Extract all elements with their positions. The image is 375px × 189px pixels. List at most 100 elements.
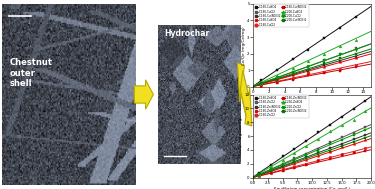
Point	[291, 152, 297, 155]
Point	[327, 158, 333, 161]
Point	[274, 77, 280, 80]
Point	[362, 133, 368, 136]
Point	[351, 152, 357, 155]
Point	[337, 44, 343, 47]
Point	[291, 165, 297, 168]
Point	[351, 150, 357, 153]
Point	[268, 172, 274, 175]
Point	[315, 149, 321, 152]
Point	[256, 174, 262, 177]
Point	[351, 132, 357, 135]
Point	[321, 59, 327, 62]
Point	[321, 59, 327, 62]
Point	[315, 158, 321, 161]
Point	[315, 130, 321, 133]
Point	[315, 154, 321, 157]
Point	[280, 166, 286, 169]
Point	[274, 76, 280, 79]
Point	[274, 68, 280, 71]
Point	[321, 71, 327, 74]
Point	[337, 60, 343, 64]
Point	[291, 158, 297, 161]
Point	[290, 74, 296, 77]
Point	[268, 168, 274, 171]
Y-axis label: Ce/Qe (mg/Ce/mg): Ce/Qe (mg/Ce/mg)	[239, 117, 243, 155]
Point	[337, 67, 343, 70]
Point	[337, 26, 343, 29]
FancyArrow shape	[134, 80, 153, 109]
Point	[256, 174, 262, 177]
Point	[315, 151, 321, 154]
Point	[351, 141, 357, 144]
Point	[256, 172, 262, 175]
Point	[362, 137, 368, 140]
Point	[280, 162, 286, 165]
Point	[290, 78, 296, 81]
Point	[291, 167, 297, 170]
X-axis label: Equilibrium concentration (Ce, mg/L): Equilibrium concentration (Ce, mg/L)	[274, 187, 350, 189]
Point	[268, 165, 274, 168]
Point	[280, 163, 286, 166]
Point	[258, 83, 264, 86]
Point	[258, 82, 264, 85]
Point	[291, 147, 297, 150]
Point	[339, 135, 345, 138]
Point	[268, 170, 274, 173]
Point	[268, 167, 274, 170]
Point	[362, 149, 368, 153]
Point	[268, 169, 274, 172]
Point	[315, 152, 321, 155]
Point	[339, 154, 345, 157]
Point	[258, 81, 264, 84]
Point	[280, 154, 286, 157]
Point	[337, 70, 343, 73]
Point	[321, 37, 327, 40]
Point	[321, 62, 327, 65]
Point	[352, 39, 358, 42]
Point	[339, 146, 345, 149]
Point	[337, 60, 343, 63]
Point	[305, 64, 311, 67]
Point	[321, 66, 327, 69]
Text: Chestnut
outer
shell: Chestnut outer shell	[10, 58, 53, 88]
Point	[337, 53, 343, 56]
Point	[274, 81, 280, 84]
Point	[290, 70, 296, 73]
Point	[303, 153, 309, 156]
Point	[327, 155, 333, 158]
Text: Hydrochar: Hydrochar	[164, 29, 209, 38]
Point	[258, 82, 264, 85]
Point	[327, 130, 333, 133]
Point	[337, 53, 343, 56]
Point	[352, 64, 358, 67]
Point	[290, 58, 296, 61]
Point	[303, 158, 309, 161]
Legend: C-160-ZnSO4, C-160-ZnCl2, C-160-Zn(NO3)2, C-160-ZnSO4, C-160-ZnCl2, C-160-Zn(NO3: C-160-ZnSO4, C-160-ZnCl2, C-160-Zn(NO3)2…	[254, 95, 309, 118]
Point	[280, 165, 286, 168]
Point	[351, 138, 357, 141]
Point	[274, 75, 280, 78]
Point	[290, 67, 296, 70]
Point	[362, 109, 368, 112]
Point	[337, 57, 343, 60]
Point	[303, 144, 309, 147]
Point	[339, 143, 345, 146]
Point	[327, 143, 333, 146]
Point	[327, 149, 333, 152]
Point	[351, 143, 357, 146]
Point	[305, 70, 311, 73]
Point	[362, 99, 368, 102]
Point	[305, 74, 311, 77]
Point	[274, 78, 280, 81]
Point	[362, 125, 368, 128]
Point	[321, 72, 327, 75]
Point	[362, 128, 368, 131]
Point	[339, 145, 345, 148]
FancyArrow shape	[237, 63, 249, 119]
Point	[268, 169, 274, 172]
Point	[303, 162, 309, 165]
Point	[256, 171, 262, 174]
Point	[339, 115, 345, 119]
Point	[339, 124, 345, 127]
FancyArrow shape	[240, 70, 252, 126]
